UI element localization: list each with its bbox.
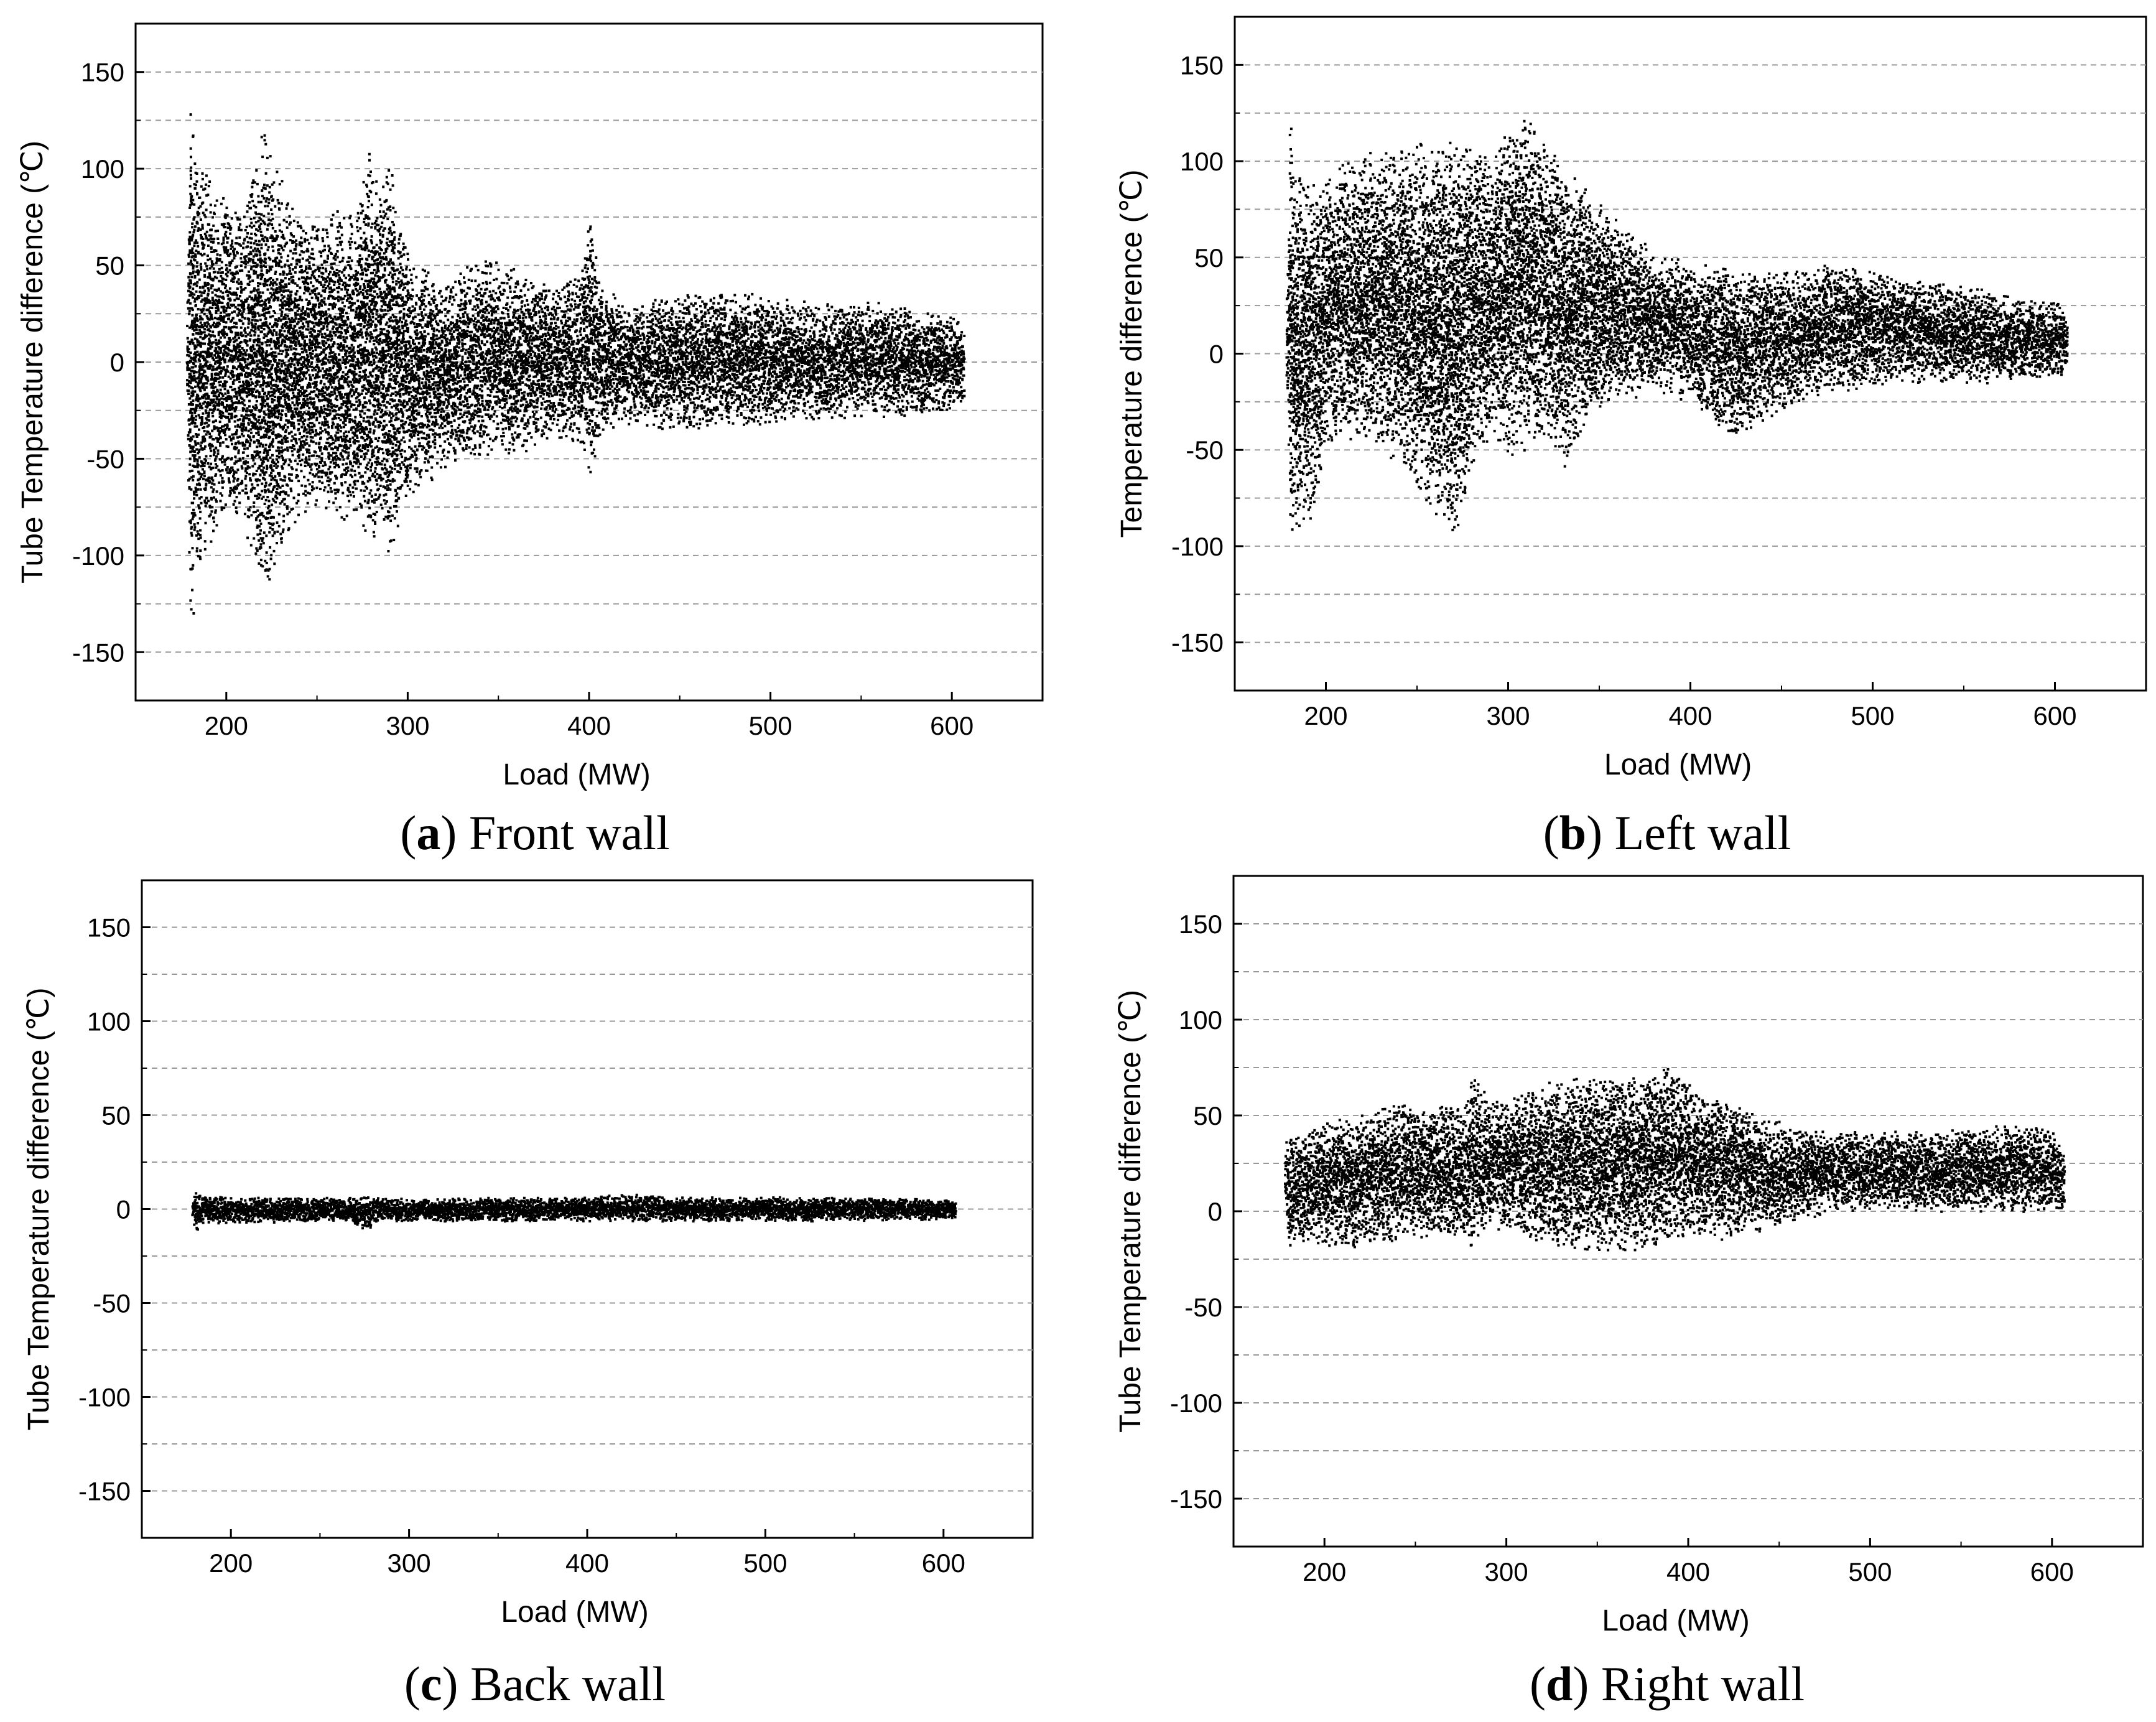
scatter-points — [185, 113, 966, 615]
scatter-points — [1284, 1068, 2066, 1252]
panel-title: Back wall — [470, 1657, 666, 1711]
panel-letter: a — [416, 806, 440, 860]
y-tick-label: 100 — [1179, 1005, 1222, 1035]
y-tick-label: -50 — [93, 1289, 131, 1318]
y-tick-label: 50 — [1194, 243, 1224, 272]
x-tick-label: 500 — [1848, 1557, 1892, 1586]
x-tick-label: 300 — [1485, 1557, 1528, 1586]
scatter-dots — [191, 1192, 957, 1231]
x-axis-label: Load (MW) — [1604, 748, 1752, 781]
x-tick-label: 300 — [386, 711, 429, 740]
x-tick-label: 400 — [567, 711, 611, 740]
y-tick-label: -50 — [1186, 435, 1224, 465]
panel-caption: (c) Back wall — [404, 1657, 666, 1711]
y-tick-label: 0 — [110, 348, 124, 377]
y-tick-label: -150 — [1171, 628, 1224, 658]
x-tick-label: 500 — [749, 711, 792, 740]
x-axis-label: Load (MW) — [503, 758, 650, 791]
y-tick-label: 50 — [101, 1101, 131, 1130]
x-tick-label: 500 — [743, 1548, 787, 1578]
y-tick-label: 0 — [116, 1195, 131, 1224]
x-axis-label: Load (MW) — [501, 1596, 648, 1629]
x-tick-label: 600 — [2030, 1557, 2074, 1586]
y-tick-label: -50 — [86, 444, 124, 473]
y-tick-label: 0 — [1208, 1197, 1222, 1226]
y-tick-label: -100 — [1170, 1389, 1222, 1418]
y-axis-label: Tube Temperature difference (℃) — [16, 141, 49, 584]
panel-caption: (a) Front wall — [400, 806, 669, 860]
x-tick-label: 600 — [930, 711, 973, 740]
y-tick-label: 150 — [1180, 50, 1224, 80]
panel-letter: d — [1546, 1657, 1573, 1711]
y-tick-label: 100 — [81, 154, 124, 184]
x-tick-label: 400 — [565, 1548, 609, 1578]
y-axis-label: Tube Temperature difference (℃) — [22, 987, 55, 1430]
y-tick-label: -150 — [1170, 1484, 1222, 1514]
x-tick-label: 400 — [1668, 701, 1712, 730]
x-tick-label: 200 — [205, 711, 248, 740]
scatter-dots — [185, 113, 966, 615]
y-tick-label: 150 — [1179, 910, 1222, 939]
panel-title: Left wall — [1615, 806, 1791, 860]
x-tick-label: 200 — [209, 1548, 253, 1578]
x-tick-label: 200 — [1304, 701, 1347, 730]
x-tick-label: 300 — [388, 1548, 431, 1578]
panel-title: Right wall — [1601, 1657, 1805, 1711]
panel-caption: (d) Right wall — [1530, 1657, 1805, 1711]
panel-caption: (b) Left wall — [1543, 806, 1791, 860]
scatter-dots — [1284, 1068, 2066, 1252]
y-tick-label: -100 — [78, 1383, 131, 1412]
y-tick-label: 150 — [81, 58, 124, 87]
x-tick-label: 600 — [922, 1548, 965, 1578]
x-tick-label: 400 — [1666, 1557, 1710, 1586]
panel-title: Front wall — [469, 806, 670, 860]
y-tick-label: -100 — [1171, 532, 1224, 561]
y-tick-label: 150 — [87, 913, 131, 942]
panel-letter: c — [421, 1657, 442, 1711]
y-tick-label: -150 — [72, 638, 124, 667]
y-axis-label: Temperature difference (℃) — [1115, 170, 1148, 538]
y-tick-label: 0 — [1209, 340, 1224, 369]
y-tick-label: -50 — [1184, 1293, 1222, 1322]
y-tick-label: 50 — [95, 251, 124, 281]
scatter-points — [191, 1192, 957, 1231]
y-tick-label: 100 — [87, 1007, 131, 1036]
x-tick-label: 600 — [2033, 701, 2076, 730]
y-tick-label: 50 — [1193, 1101, 1222, 1130]
grid-lines — [1234, 923, 2143, 1499]
x-tick-label: 200 — [1303, 1557, 1346, 1586]
scatter-dots — [1285, 119, 2069, 531]
y-tick-label: -100 — [72, 541, 124, 570]
y-tick-label: -150 — [78, 1477, 131, 1506]
scatter-points — [1285, 119, 2069, 531]
panel-letter: b — [1559, 806, 1586, 860]
x-tick-label: 500 — [1851, 701, 1894, 730]
x-axis-label: Load (MW) — [1602, 1604, 1749, 1637]
y-tick-label: 100 — [1180, 147, 1224, 176]
x-tick-label: 300 — [1486, 701, 1530, 730]
y-axis-label: Tube Temperature difference (℃) — [1114, 990, 1147, 1433]
